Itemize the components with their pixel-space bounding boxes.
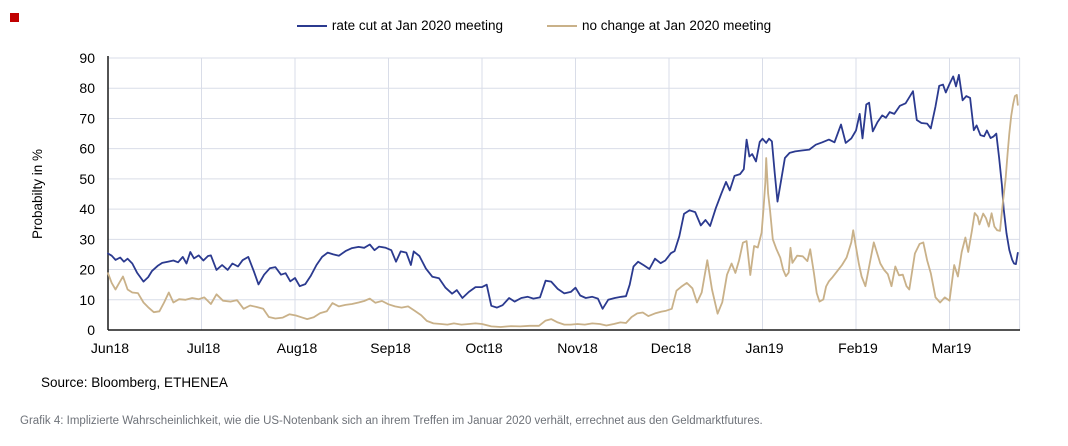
x-tick-label: Feb19 xyxy=(838,340,878,356)
series-lines xyxy=(107,74,1019,328)
legend-label-rate-cut: rate cut at Jan 2020 meeting xyxy=(331,18,503,33)
x-tick-label: Jul18 xyxy=(187,340,221,356)
source-text: Source: Bloomberg, ETHENEA xyxy=(41,375,228,390)
x-tick-label: Sep18 xyxy=(370,340,411,356)
legend-label-no-change: no change at Jan 2020 meeting xyxy=(581,18,772,33)
gridlines xyxy=(108,57,1021,330)
axes xyxy=(107,56,1020,331)
x-tick-label: Oct18 xyxy=(465,340,503,356)
no-change-line-swatch xyxy=(546,24,577,27)
x-tick-label: Nov18 xyxy=(557,340,598,356)
no-change-line xyxy=(107,94,1019,328)
legend-item-rate-cut: rate cut at Jan 2020 meeting xyxy=(296,18,503,33)
y-tick-label: 40 xyxy=(79,201,95,217)
x-tick-label: Jun18 xyxy=(91,340,129,356)
y-tick-label: 70 xyxy=(79,110,95,126)
legend-item-no-change: no change at Jan 2020 meeting xyxy=(546,18,772,33)
y-tick-label: 60 xyxy=(79,141,95,157)
red-marker-icon xyxy=(10,13,19,22)
y-tick-label: 50 xyxy=(79,171,95,187)
y-tick-label: 80 xyxy=(79,80,95,96)
tick-labels: 0 10 20 30 40 50 60 70 80 90 Jun18 Jul18 Aug18 Sep18 O… xyxy=(79,50,971,356)
y-tick-label: 20 xyxy=(79,262,95,278)
x-tick-label: Mar19 xyxy=(932,340,972,356)
rate-cut-line xyxy=(107,74,1019,310)
rate-cut-line-swatch xyxy=(296,24,327,27)
y-tick-label: 0 xyxy=(87,322,95,338)
y-tick-label: 90 xyxy=(79,50,95,66)
x-tick-label: Aug18 xyxy=(277,340,318,356)
figure-caption: Grafik 4: Implizierte Wahrscheinlichkeit… xyxy=(20,415,763,427)
x-tick-label: Jan19 xyxy=(745,340,783,356)
y-tick-label: 30 xyxy=(79,231,95,247)
chart-legend: rate cut at Jan 2020 meeting no change a… xyxy=(0,18,1068,33)
x-tick-label: Dec18 xyxy=(651,340,692,356)
y-tick-label: 10 xyxy=(79,292,95,308)
y-axis-title: Probabilty in % xyxy=(30,149,45,239)
